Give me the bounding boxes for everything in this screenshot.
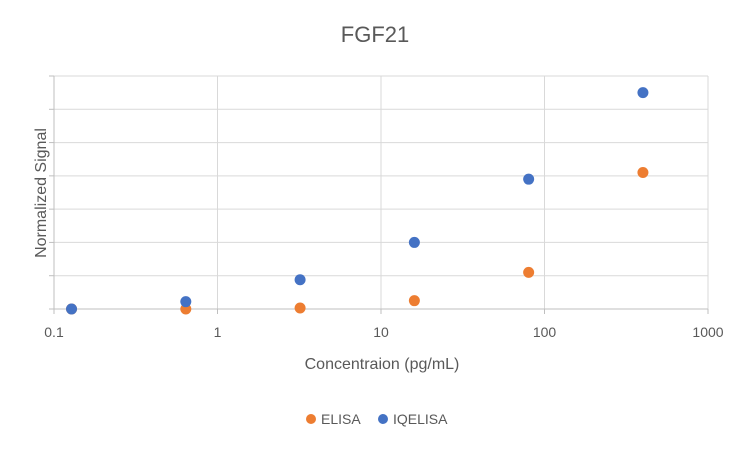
x-tick-label: 1 <box>214 324 222 340</box>
x-tick-label: 0.1 <box>44 324 64 340</box>
data-point-elisa <box>294 302 306 314</box>
data-point-elisa <box>408 295 420 307</box>
data-point-iqelisa <box>66 303 78 315</box>
legend-label-elisa: ELISA <box>321 411 361 427</box>
data-point-iqelisa <box>294 274 306 286</box>
x-tick-label: 10 <box>373 324 389 340</box>
data-point-iqelisa <box>408 236 420 248</box>
data-point-iqelisa <box>523 173 535 185</box>
x-tick-labels: 0.1 1 10 100 1000 <box>44 324 724 340</box>
legend-marker-iqelisa <box>378 414 388 424</box>
data-point-iqelisa <box>180 296 192 308</box>
legend: ELISA IQELISA <box>306 411 448 427</box>
legend-marker-elisa <box>306 414 316 424</box>
axis-layer <box>49 75 709 314</box>
chart-title: FGF21 <box>341 22 409 47</box>
x-tick-label: 1000 <box>692 324 723 340</box>
legend-label-iqelisa: IQELISA <box>393 411 448 427</box>
data-points <box>66 87 649 315</box>
data-point-elisa <box>523 266 535 278</box>
x-tick-label: 100 <box>533 324 557 340</box>
data-point-elisa <box>637 167 649 179</box>
y-axis-title: Normalized Signal <box>33 128 50 258</box>
x-axis-title: Concentraion (pg/mL) <box>305 356 460 373</box>
grid-layer <box>54 75 709 309</box>
data-point-iqelisa <box>637 87 649 99</box>
